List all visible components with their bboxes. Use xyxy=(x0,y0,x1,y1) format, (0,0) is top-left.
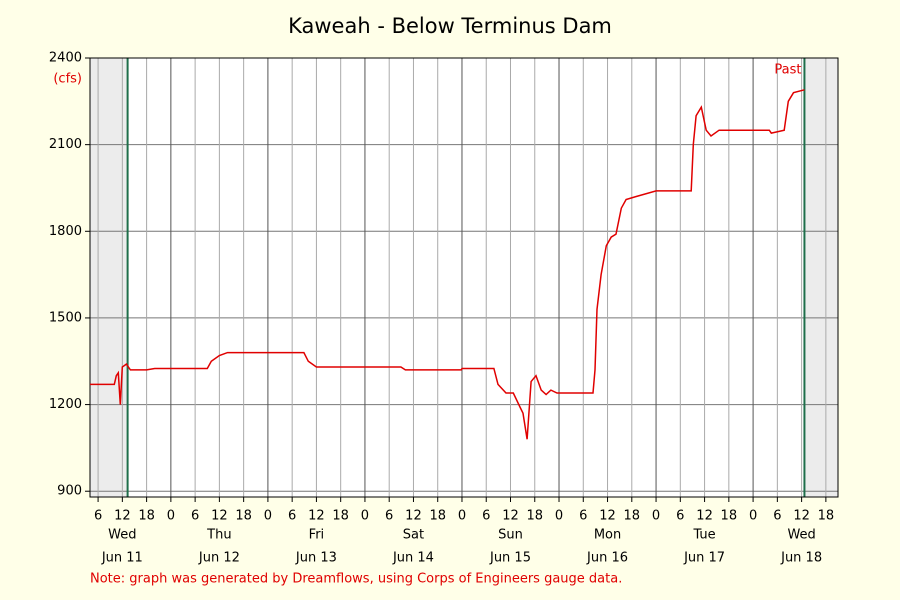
day-label: Mon xyxy=(594,528,621,543)
y-tick-label: 1800 xyxy=(49,224,82,239)
x-tick-label: 6 xyxy=(191,509,199,524)
x-tick-label: 18 xyxy=(526,509,543,524)
x-tick-label: 12 xyxy=(696,509,713,524)
x-tick-label: 6 xyxy=(288,509,296,524)
day-label: Fri xyxy=(309,528,325,543)
x-tick-label: 6 xyxy=(579,509,587,524)
x-tick-label: 0 xyxy=(749,509,757,524)
y-tick-label: 2100 xyxy=(49,137,82,152)
y-tick-label: 1200 xyxy=(49,397,82,412)
x-tick-label: 12 xyxy=(599,509,616,524)
x-tick-label: 0 xyxy=(652,509,660,524)
y-tick-label: 2400 xyxy=(49,51,82,66)
shade xyxy=(804,58,838,497)
plot-frame xyxy=(89,57,839,498)
date-label: Jun 17 xyxy=(683,551,725,566)
date-label: Jun 14 xyxy=(392,551,434,566)
shade xyxy=(90,58,128,497)
day-label: Sun xyxy=(498,528,523,543)
chart-title: Kaweah - Below Terminus Dam xyxy=(288,14,612,38)
day-label: Wed xyxy=(108,528,136,543)
x-tick-label: 12 xyxy=(114,509,131,524)
day-label: Tue xyxy=(692,528,715,543)
date-label: Jun 16 xyxy=(586,551,628,566)
x-tick-label: 6 xyxy=(385,509,393,524)
note: Note: graph was generated by Dreamflows,… xyxy=(90,572,622,587)
past-label: Past xyxy=(774,63,801,78)
x-tick-label: 6 xyxy=(94,509,102,524)
x-tick-label: 0 xyxy=(264,509,272,524)
day-label: Wed xyxy=(787,528,815,543)
date-label: Jun 15 xyxy=(489,551,531,566)
x-tick-label: 18 xyxy=(235,509,252,524)
plot-area xyxy=(90,58,838,497)
x-tick-label: 12 xyxy=(405,509,422,524)
day-label: Sat xyxy=(403,528,424,543)
date-label: Jun 18 xyxy=(780,551,822,566)
x-tick-label: 18 xyxy=(138,509,155,524)
x-tick-label: 12 xyxy=(211,509,228,524)
x-tick-label: 18 xyxy=(332,509,349,524)
x-tick-label: 6 xyxy=(482,509,490,524)
x-tick-label: 0 xyxy=(555,509,563,524)
x-tick-label: 6 xyxy=(773,509,781,524)
x-tick-label: 12 xyxy=(793,509,810,524)
date-label: Jun 12 xyxy=(198,551,240,566)
x-tick-label: 6 xyxy=(676,509,684,524)
x-tick-label: 12 xyxy=(308,509,325,524)
x-tick-label: 12 xyxy=(502,509,519,524)
x-tick-label: 0 xyxy=(167,509,175,524)
x-tick-label: 18 xyxy=(429,509,446,524)
y-unit: (cfs) xyxy=(53,72,82,87)
y-tick-label: 900 xyxy=(57,484,82,499)
day-label: Thu xyxy=(206,528,231,543)
date-label: Jun 13 xyxy=(295,551,337,566)
data-line xyxy=(90,89,805,440)
x-tick-label: 18 xyxy=(624,509,641,524)
x-tick-label: 0 xyxy=(458,509,466,524)
date-label: Jun 11 xyxy=(101,551,143,566)
x-tick-label: 18 xyxy=(721,509,738,524)
x-tick-label: 0 xyxy=(361,509,369,524)
y-tick-label: 1500 xyxy=(49,310,82,325)
x-tick-label: 18 xyxy=(818,509,835,524)
